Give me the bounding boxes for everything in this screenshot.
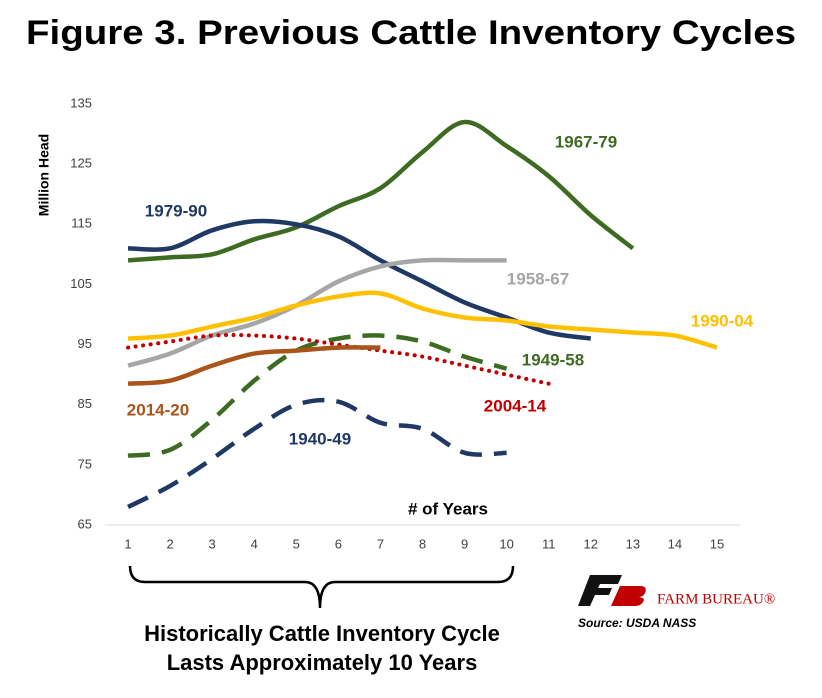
y-tick-label: 115 xyxy=(71,216,92,231)
y-tick-label: 75 xyxy=(78,456,92,471)
y-tick-label: 125 xyxy=(70,156,92,171)
series-label: 2014-20 xyxy=(127,400,189,419)
logo-b xyxy=(611,586,646,606)
x-tick-label: 2 xyxy=(166,536,173,551)
series-line xyxy=(127,397,507,509)
x-tick-label: 9 xyxy=(461,536,468,551)
x-tick-label: 11 xyxy=(542,536,556,551)
series-label: 1967-79 xyxy=(555,132,617,151)
series-label: 1949-58 xyxy=(522,350,584,369)
x-tick-label: 5 xyxy=(293,536,300,551)
logo-text: FARM BUREAU® xyxy=(657,591,775,607)
x-tick-label: 1 xyxy=(124,536,131,551)
series-label: 1940-49 xyxy=(289,429,351,448)
series-label: 1958-67 xyxy=(507,269,569,288)
series-label: 2004-14 xyxy=(484,396,547,415)
y-tick-label: 95 xyxy=(78,336,92,351)
y-tick-label: 85 xyxy=(78,396,92,411)
series-line xyxy=(126,332,551,386)
annotation: Historically Cattle Inventory Cycle xyxy=(144,621,500,646)
series-line xyxy=(127,333,508,459)
x-tick-label: 15 xyxy=(710,536,724,551)
y-tick-label: 135 xyxy=(70,95,92,110)
x-tick-label: 12 xyxy=(584,536,598,551)
annotation: Lasts Approximately 10 Years xyxy=(167,650,478,675)
x-tick-label: 3 xyxy=(209,536,216,551)
series-line xyxy=(127,345,381,386)
x-tick-label: 6 xyxy=(335,536,342,551)
x-tick-label: 7 xyxy=(377,536,384,551)
logo xyxy=(578,575,646,606)
chart-title: Figure 3. Previous Cattle Inventory Cycl… xyxy=(26,14,796,52)
y-tick-label: 65 xyxy=(78,516,92,531)
y-tick-label: 105 xyxy=(70,276,92,291)
logo-f xyxy=(578,575,622,606)
series-line xyxy=(127,119,635,263)
series-label: 1979-90 xyxy=(145,201,207,220)
x-tick-label: 8 xyxy=(419,536,426,551)
brace xyxy=(128,565,515,609)
source: Source: USDA NASS xyxy=(578,616,696,630)
series-label: 1990-04 xyxy=(691,311,754,330)
x-tick-label: 10 xyxy=(499,536,513,551)
series-line xyxy=(127,257,507,368)
x-tick-label: 13 xyxy=(626,536,640,551)
x-axis-label: # of Years xyxy=(408,499,488,518)
series-line xyxy=(127,290,718,350)
x-tick-label: 14 xyxy=(668,536,682,551)
y-axis-label: Million Head xyxy=(36,134,52,216)
x-tick-label: 4 xyxy=(251,536,258,551)
